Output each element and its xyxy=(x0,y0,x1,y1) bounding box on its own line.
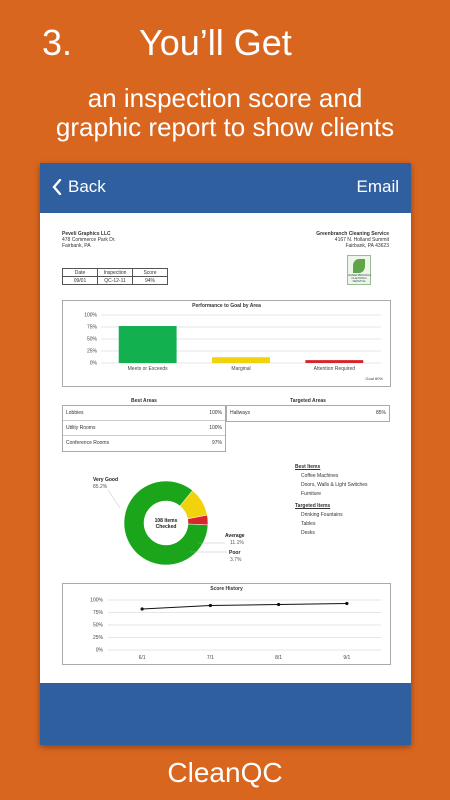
score-history-chart: Score History 0% 25% 50% 75% 100% 6/1 7/1 8/1 9/… xyxy=(62,583,391,665)
slice-name-label: Poor xyxy=(229,550,240,556)
logo-text: GREENBRANCH CLEANING SERVICE xyxy=(348,273,372,283)
series-line xyxy=(142,603,347,610)
performance-chart: Performance to Goal by Area 0% 25% 50% 75% 1… xyxy=(62,300,391,387)
best-area-name: Lobbies xyxy=(66,410,84,416)
donut-center-label: Checked xyxy=(156,524,177,530)
x-tick-label: Attention Required xyxy=(314,366,356,372)
info-header-date: Date xyxy=(62,268,98,277)
x-tick-label: Meets or Exceeds xyxy=(128,366,169,372)
promo-subtitle-line-2: graphic report to show clients xyxy=(55,112,395,142)
bar xyxy=(212,357,270,363)
x-tick-label: Marginal xyxy=(231,366,250,372)
data-point xyxy=(140,607,144,611)
x-tick-label: 6/1 xyxy=(139,655,146,661)
best-area-name: Utility Rooms xyxy=(66,425,96,431)
score-history-title: Score History xyxy=(210,586,243,592)
targeted-items-title: Targeted Items xyxy=(295,503,331,509)
y-tick-label: 0% xyxy=(90,361,98,367)
score-history-svg: 0% 25% 50% 75% 100% 6/1 7/1 8/1 9/1 xyxy=(90,598,381,661)
y-tick-label: 50% xyxy=(93,623,104,629)
slice-value-label: 3.7% xyxy=(230,557,242,563)
best-area-value: 100% xyxy=(209,410,222,416)
y-tick-label: 25% xyxy=(93,635,104,641)
data-point xyxy=(277,602,281,607)
promo-title: You’ll Get xyxy=(139,22,292,63)
inspection-report: Peveli Graphics LLC 478 Commerce Park Dr… xyxy=(40,213,411,683)
slice-name-label: Very Good xyxy=(93,477,118,483)
bar xyxy=(118,326,177,363)
table-row: Hallways 85% xyxy=(227,406,389,420)
y-tick-label: 100% xyxy=(90,598,103,604)
slice-name-label: Average xyxy=(225,533,245,539)
best-area-name: Conference Rooms xyxy=(66,440,110,446)
best-area-value: 97% xyxy=(211,440,222,446)
donut-hole xyxy=(144,501,188,545)
table-row: Lobbies 100% xyxy=(63,406,225,421)
item-lists: Best Items Coffee Machines Doors, Walls … xyxy=(295,463,368,538)
data-point xyxy=(345,601,349,606)
to-address-2: Fairbank, PA 43623 xyxy=(345,243,389,249)
list-item: Drinking Fountains xyxy=(301,512,343,518)
app-name: CleanQC xyxy=(167,757,283,788)
y-tick-label: 75% xyxy=(87,325,98,331)
to-name: Greenbranch Cleaning Service xyxy=(316,231,389,237)
list-item: Doors, Walls & Light Switches xyxy=(301,482,368,488)
email-button[interactable]: Email xyxy=(356,177,399,196)
inspection-info-table: Date Inspection Score 09/01 QC-12-11 94% xyxy=(62,268,168,285)
targeted-areas-title: Targeted Areas xyxy=(290,398,326,404)
promo-subtitle: an inspection score and graphic report t… xyxy=(0,84,450,142)
list-item: Coffee Machines xyxy=(301,473,339,479)
report-to: Greenbranch Cleaning Service 4167 N. Hol… xyxy=(316,231,389,249)
y-tick-label: 25% xyxy=(87,349,98,355)
info-header-score: Score xyxy=(132,268,168,277)
info-date: 09/01 xyxy=(62,276,98,285)
info-header-inspection: Inspection xyxy=(97,268,133,277)
info-inspection: QC-12-11 xyxy=(97,276,133,285)
to-address-1: 4167 N. Holland Summit xyxy=(334,237,389,243)
x-tick-label: 9/1 xyxy=(343,655,350,661)
y-tick-label: 50% xyxy=(87,337,98,343)
slice-value-label: 11.1% xyxy=(230,540,244,546)
y-tick-label: 0% xyxy=(96,648,104,654)
performance-chart-title: Performance to Goal by Area xyxy=(192,303,261,309)
best-area-value: 100% xyxy=(209,425,222,431)
data-point xyxy=(208,603,212,608)
donut-center-label: 108 Items xyxy=(155,518,178,524)
list-item: Tables xyxy=(301,521,316,527)
performance-chart-svg: 0% 25% 50% 75% 100% Meets or Exceeds Marginal A… xyxy=(84,313,383,382)
y-tick-label: 75% xyxy=(93,610,104,616)
company-logo: GREENBRANCH CLEANING SERVICE xyxy=(347,255,371,285)
x-tick-label: 8/1 xyxy=(275,655,282,661)
best-areas-title: Best Areas xyxy=(131,398,157,404)
nav-bar: Back Email xyxy=(40,163,411,211)
best-items-title: Best Items xyxy=(295,464,321,470)
step-number: 3. xyxy=(42,22,73,63)
from-address-2: Fairbank, PA xyxy=(62,243,91,249)
leader-line xyxy=(107,489,121,509)
x-tick-label: 7/1 xyxy=(207,655,214,661)
chevron-left-icon xyxy=(52,179,62,195)
y-tick-label: 100% xyxy=(84,313,97,319)
bar xyxy=(305,360,364,363)
targeted-area-value: 85% xyxy=(375,410,386,416)
table-row: Conference Rooms 97% xyxy=(63,436,225,450)
targeted-areas-table: Targeted Areas Hallways 85% xyxy=(226,398,390,422)
list-item: Desks xyxy=(301,530,315,536)
back-label: Back xyxy=(68,177,106,196)
targeted-area-name: Hallways xyxy=(230,410,251,416)
info-score: 94% xyxy=(132,276,168,285)
promo-subtitle-line-1: an inspection score and xyxy=(87,83,363,113)
from-address-1: 478 Commerce Park Dr. xyxy=(62,237,116,243)
list-item: Furniture xyxy=(301,491,322,497)
slice-value-label: 85.2% xyxy=(93,484,108,490)
back-button[interactable]: Back xyxy=(52,177,106,197)
report-from: Peveli Graphics LLC 478 Commerce Park Dr… xyxy=(62,231,116,249)
phone-screen: Back Email Peveli Graphics LLC 478 Comme… xyxy=(40,163,411,745)
table-row: Utility Rooms 100% xyxy=(63,421,225,436)
leaf-icon xyxy=(353,259,365,273)
from-name: Peveli Graphics LLC xyxy=(62,231,111,237)
best-areas-table: Best Areas Lobbies 100% Utility Rooms 10… xyxy=(62,398,226,452)
goal-annotation: Goal 80% xyxy=(365,376,383,381)
